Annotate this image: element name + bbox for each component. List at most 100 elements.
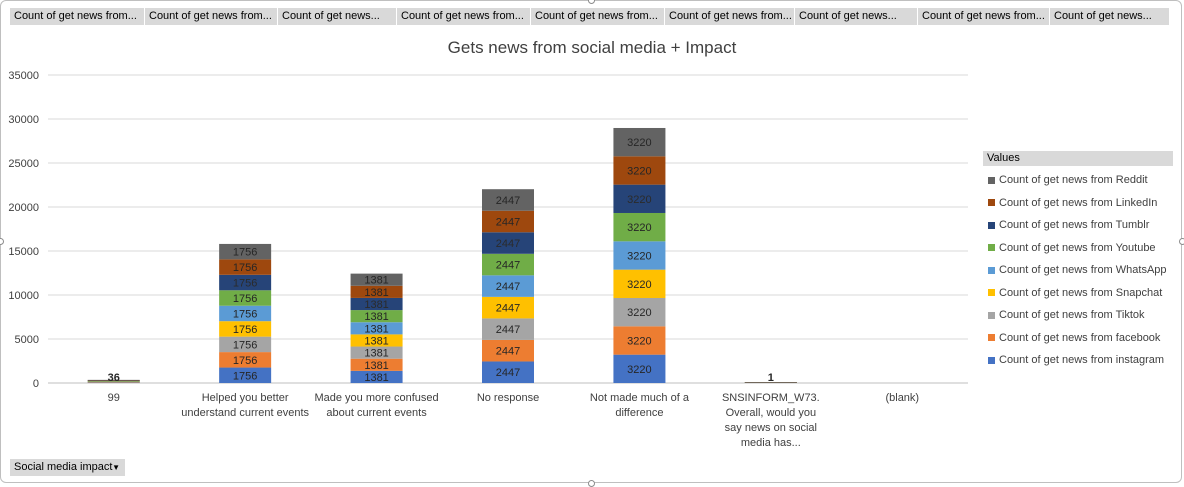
bar-segment[interactable] xyxy=(350,346,403,359)
bar-segment[interactable] xyxy=(482,318,534,340)
value-field-button[interactable]: Count of get news from... xyxy=(918,8,1050,25)
bar-segment[interactable] xyxy=(613,241,666,270)
data-label[interactable]: 3220 xyxy=(627,364,651,376)
bar-segment[interactable] xyxy=(219,352,272,368)
legend-item[interactable]: Count of get news from Reddit xyxy=(988,174,1148,186)
bar-segment[interactable] xyxy=(219,243,272,260)
data-label[interactable]: 1381 xyxy=(364,335,388,347)
data-label[interactable]: 1381 xyxy=(364,299,388,311)
data-label[interactable]: 1756 xyxy=(233,308,257,320)
bar-segment[interactable] xyxy=(350,322,403,335)
value-field-button[interactable]: Count of get news from... xyxy=(531,8,665,25)
data-label[interactable]: 1381 xyxy=(364,372,388,384)
data-label[interactable]: 1756 xyxy=(233,278,257,290)
bar-segment[interactable] xyxy=(482,253,534,276)
data-label[interactable]: 1381 xyxy=(364,287,388,299)
bar-segment[interactable] xyxy=(219,274,272,291)
data-label[interactable]: 2447 xyxy=(496,324,520,336)
data-label[interactable]: 3220 xyxy=(627,250,651,262)
legend-title[interactable]: Values xyxy=(983,151,1173,166)
data-label[interactable]: 2447 xyxy=(496,195,520,207)
bar-segment[interactable] xyxy=(350,285,403,298)
value-field-button[interactable]: Count of get news from... xyxy=(665,8,795,25)
bar-segment[interactable] xyxy=(613,326,666,355)
bar-segment[interactable] xyxy=(87,380,140,382)
bar-segment[interactable] xyxy=(613,269,666,298)
bar-segment[interactable] xyxy=(744,382,797,383)
bar-segment[interactable] xyxy=(613,212,666,242)
bar-segment[interactable] xyxy=(219,259,272,275)
legend-item[interactable]: Count of get news from instagram xyxy=(988,354,1164,366)
bar-segment[interactable] xyxy=(87,381,140,383)
bar-segment[interactable] xyxy=(350,370,403,383)
legend[interactable]: Values Count of get news from Reddit Coun… xyxy=(983,151,1173,366)
bar-segment[interactable] xyxy=(219,321,272,337)
data-label[interactable]: 1756 xyxy=(233,293,257,305)
resize-handle-left[interactable] xyxy=(0,238,4,245)
data-label[interactable]: 2447 xyxy=(496,346,520,358)
legend-item[interactable]: Count of get news from WhatsApp xyxy=(988,264,1167,276)
legend-item[interactable]: Count of get news from facebook xyxy=(988,332,1160,344)
bar-segment[interactable] xyxy=(350,334,403,347)
resize-handle-right[interactable] xyxy=(1179,238,1184,245)
data-label[interactable]: 2447 xyxy=(496,303,520,315)
bar-segment[interactable] xyxy=(87,379,140,381)
data-label[interactable]: 3220 xyxy=(627,335,651,347)
data-label[interactable]: 2447 xyxy=(496,367,520,379)
data-label[interactable]: 2447 xyxy=(496,260,520,272)
data-label[interactable]: 1 xyxy=(768,372,774,384)
data-label[interactable]: 1381 xyxy=(364,348,388,360)
data-label[interactable]: 1381 xyxy=(364,275,388,287)
bar-segment[interactable] xyxy=(350,297,403,311)
bar-segment[interactable] xyxy=(87,380,140,381)
bar-segment[interactable] xyxy=(482,275,534,297)
data-label[interactable]: 1756 xyxy=(233,247,257,259)
legend-item[interactable]: Count of get news from Tumblr xyxy=(988,219,1149,231)
bar-segment[interactable] xyxy=(350,273,403,286)
bar-segment[interactable] xyxy=(87,382,140,383)
data-label[interactable]: 3220 xyxy=(627,194,651,206)
data-label[interactable]: 2447 xyxy=(496,238,520,250)
value-field-button[interactable]: Count of get news from... xyxy=(145,8,278,25)
data-label[interactable]: 1756 xyxy=(233,370,257,382)
bar-segment[interactable] xyxy=(87,381,140,383)
chart-title[interactable]: Gets news from social media + Impact xyxy=(447,38,737,57)
data-label[interactable]: 36 xyxy=(108,372,120,384)
data-label[interactable]: 1381 xyxy=(364,360,388,372)
legend-item[interactable]: Count of get news from Youtube xyxy=(988,242,1156,254)
bar-segment[interactable] xyxy=(482,339,534,362)
bar-segment[interactable] xyxy=(613,184,666,213)
triangle-down-icon[interactable]: ▼ xyxy=(112,463,120,472)
bar-segment[interactable] xyxy=(482,361,534,383)
data-label[interactable]: 3220 xyxy=(627,279,651,291)
data-label[interactable]: 1381 xyxy=(364,311,388,323)
bar-segment[interactable] xyxy=(613,354,666,383)
bar-segment[interactable] xyxy=(482,232,534,254)
data-label[interactable]: 3220 xyxy=(627,137,651,149)
bar-segment[interactable] xyxy=(482,189,534,211)
data-label[interactable]: 1756 xyxy=(233,355,257,367)
value-field-button[interactable]: Count of get news... xyxy=(278,8,397,25)
data-label[interactable]: 3220 xyxy=(627,165,651,177)
bar-segment[interactable] xyxy=(87,382,140,383)
bar-segment[interactable] xyxy=(482,296,534,319)
data-label[interactable]: 1756 xyxy=(233,339,257,351)
legend-item[interactable]: Count of get news from LinkedIn xyxy=(988,197,1157,209)
legend-item[interactable]: Count of get news from Snapchat xyxy=(988,287,1162,299)
axis-field-button[interactable]: Social media impact ▼ xyxy=(10,459,125,476)
value-field-button[interactable]: Count of get news from... xyxy=(397,8,531,25)
data-label[interactable]: 2447 xyxy=(496,281,520,293)
bar-segment[interactable] xyxy=(219,305,272,322)
resize-handle-top[interactable] xyxy=(588,0,595,4)
bar-segment[interactable] xyxy=(87,381,140,382)
bar-segment[interactable] xyxy=(482,210,534,233)
bar-segment[interactable] xyxy=(613,127,666,157)
data-label[interactable]: 1381 xyxy=(364,323,388,335)
bar-segment[interactable] xyxy=(613,297,666,327)
data-label[interactable]: 1756 xyxy=(233,262,257,274)
bar-segment[interactable] xyxy=(87,380,140,382)
bar-segment[interactable] xyxy=(219,336,272,353)
bar-segment[interactable] xyxy=(219,290,272,306)
data-label[interactable]: 2447 xyxy=(496,216,520,228)
